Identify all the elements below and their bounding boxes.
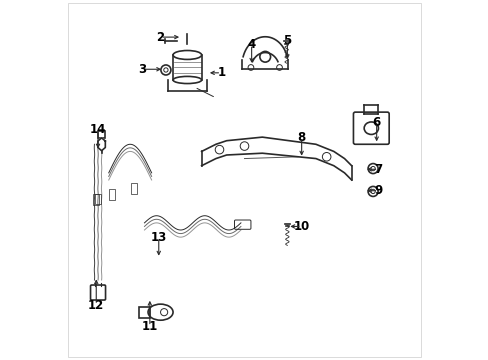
Text: 13: 13 (150, 231, 166, 244)
Text: 2: 2 (156, 31, 164, 44)
Bar (93, 194, 99, 205)
Bar (139, 307, 149, 318)
Text: 10: 10 (293, 220, 309, 233)
Text: 5: 5 (283, 34, 291, 47)
Text: 3: 3 (138, 63, 146, 76)
Text: 9: 9 (374, 184, 382, 197)
Text: 11: 11 (142, 320, 158, 333)
Text: 1: 1 (217, 66, 225, 79)
Text: 7: 7 (374, 163, 382, 176)
Polygon shape (98, 138, 105, 151)
Text: 12: 12 (88, 298, 104, 311)
Bar (131, 183, 136, 194)
Text: 6: 6 (372, 116, 380, 129)
Text: 14: 14 (90, 123, 106, 136)
Text: 4: 4 (247, 38, 255, 51)
Bar (109, 189, 115, 200)
Text: 8: 8 (297, 131, 305, 144)
Bar (98, 131, 105, 138)
Bar (95, 194, 101, 204)
